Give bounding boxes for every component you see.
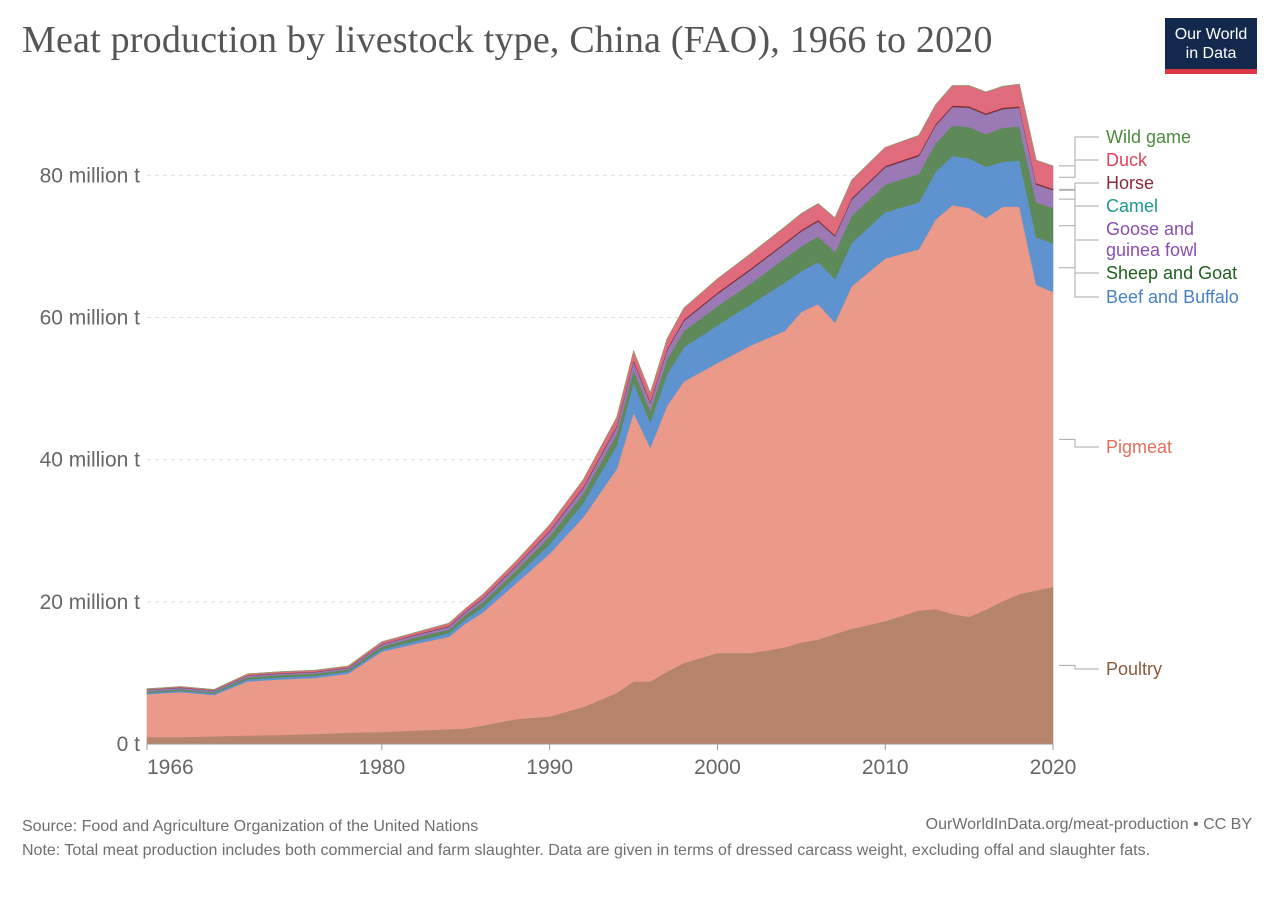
x-tick-label: 2000: [694, 756, 741, 779]
y-tick-label: 0 t: [117, 733, 141, 756]
x-tick-label: 1966: [147, 756, 194, 779]
x-tick-label: 2020: [1030, 756, 1077, 779]
x-tick-label: 2010: [862, 756, 909, 779]
series-label: Camel: [1106, 196, 1158, 216]
series-label: guinea fowl: [1106, 240, 1197, 260]
series-label: Goose and: [1106, 219, 1194, 239]
stacked-area-chart: 0 t 20 million t 40 million t 60 million t 8…: [40, 83, 1239, 779]
series-label: Wild game: [1106, 127, 1191, 147]
chart-title: Meat production by livestock type, China…: [22, 19, 993, 61]
label-connector: [1059, 438, 1099, 448]
label-connector: [1059, 664, 1099, 670]
series-label: Beef and Buffalo: [1106, 287, 1239, 307]
logo-line-2: in Data: [1185, 45, 1237, 62]
label-connector: [1059, 225, 1099, 274]
owid-logo[interactable]: Our World in Data: [1165, 18, 1257, 74]
label-connector: [1059, 159, 1099, 178]
area-wild-game: [146, 83, 1054, 690]
series-label: Horse: [1106, 173, 1154, 193]
label-connector: [1059, 182, 1099, 190]
source-url-link[interactable]: OurWorldInData.org/meat-production • CC …: [925, 816, 1252, 833]
label-connector: [1059, 189, 1099, 207]
footnote: Note: Total meat production includes bot…: [22, 842, 1151, 859]
x-tick-label: 1990: [526, 756, 573, 779]
series-label: Sheep and Goat: [1106, 263, 1237, 283]
series-label: Pigmeat: [1106, 437, 1172, 457]
series-label: Poultry: [1106, 659, 1162, 679]
y-tick-label: 40 million t: [40, 449, 141, 472]
logo-line-1: Our World: [1174, 26, 1248, 43]
series-label: Duck: [1106, 150, 1148, 170]
label-connector: [1059, 198, 1099, 241]
logo-accent-bar: [1165, 69, 1257, 74]
y-tick-label: 80 million t: [40, 164, 141, 187]
x-tick-label: 1980: [359, 756, 406, 779]
source-note: Source: Food and Agriculture Organizatio…: [22, 818, 479, 835]
y-tick-label: 60 million t: [40, 306, 141, 329]
label-connector: [1059, 267, 1099, 298]
y-tick-label: 20 million t: [40, 591, 141, 614]
label-connector: [1059, 136, 1099, 167]
